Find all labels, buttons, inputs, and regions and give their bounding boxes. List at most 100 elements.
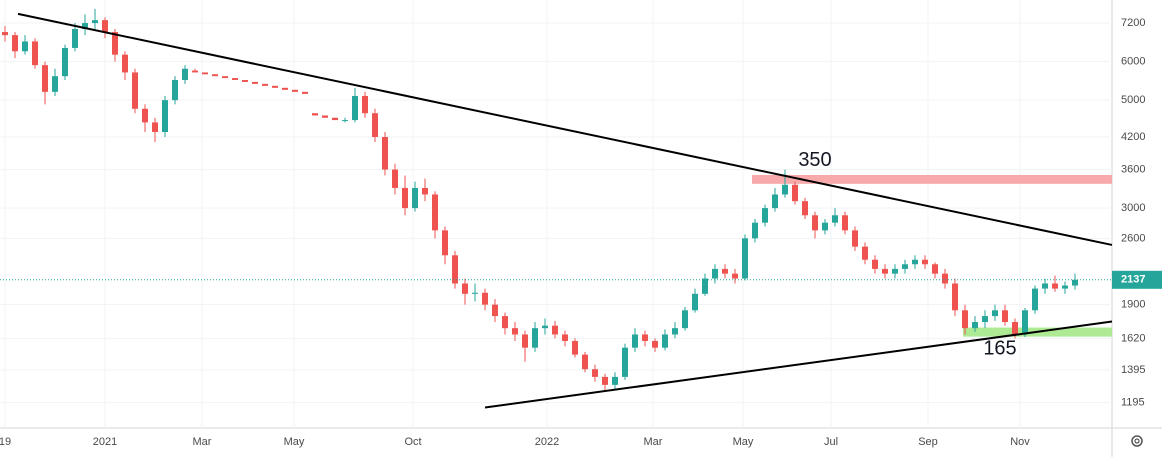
candle-body	[572, 340, 578, 355]
candle-body	[242, 79, 248, 82]
candle-body	[362, 95, 368, 114]
candle-body	[192, 70, 198, 73]
candle-body	[982, 316, 988, 323]
candle-body	[1062, 285, 1068, 289]
candle-body	[962, 310, 968, 329]
y-tick-label: 3000	[1121, 202, 1145, 214]
candle-body	[782, 184, 788, 195]
annotation: 350	[798, 149, 831, 171]
x-tick-label: May	[733, 436, 754, 448]
candle-body	[152, 122, 158, 133]
candle-body	[972, 322, 978, 329]
candle-body	[942, 273, 948, 284]
candle-body	[612, 376, 618, 385]
candle-body	[282, 87, 288, 90]
candle-body	[292, 89, 298, 92]
candle-body	[902, 264, 908, 269]
candle-body	[632, 334, 638, 348]
candle-body	[1022, 310, 1028, 335]
candle-body	[822, 222, 828, 231]
candles-layer	[2, 8, 1078, 392]
x-tick-label: 19	[0, 436, 11, 448]
candle-body	[252, 81, 258, 84]
candle-body	[692, 293, 698, 311]
y-tick-label: 6000	[1121, 56, 1145, 68]
candle-body	[322, 115, 328, 118]
candle-body	[402, 187, 408, 209]
settings-icon[interactable]	[1131, 435, 1143, 447]
candle-body	[372, 113, 378, 137]
candle-body	[1002, 310, 1008, 323]
candle-body	[2, 32, 8, 36]
candle-body	[722, 268, 728, 274]
candle-body	[182, 68, 188, 80]
candle-body	[842, 215, 848, 231]
x-tick-label: Jul	[824, 436, 838, 448]
candle-body	[602, 376, 608, 385]
candle-body	[522, 334, 528, 348]
candle-body	[92, 20, 98, 24]
candle-body	[492, 304, 498, 317]
gear	[1131, 435, 1143, 447]
candle-body	[952, 283, 958, 311]
candle-body	[172, 79, 178, 101]
candle-body	[22, 41, 28, 52]
x-tick-label: Oct	[404, 436, 421, 448]
candle-body	[452, 255, 458, 284]
candle-body	[792, 184, 798, 202]
candle-body	[652, 340, 658, 348]
candle-body	[102, 20, 108, 33]
candle-body	[932, 264, 938, 274]
candle-body	[262, 83, 268, 86]
candle-body	[62, 47, 68, 77]
x-tick-label: Mar	[193, 436, 212, 448]
candle-body	[682, 310, 688, 329]
candle-body	[662, 334, 668, 348]
candle-body	[712, 268, 718, 279]
candle-body	[382, 136, 388, 170]
candle-body	[742, 238, 748, 279]
candle-body	[82, 23, 88, 30]
candle-body	[472, 292, 478, 294]
x-tick-label: Sep	[918, 436, 938, 448]
candle-body	[732, 273, 738, 279]
candle-body	[42, 65, 48, 92]
candle-body	[762, 208, 768, 223]
candle-body	[582, 354, 588, 370]
candle-body	[312, 113, 318, 116]
candle-body	[592, 369, 598, 377]
candle-body	[212, 74, 218, 77]
candle-body	[342, 120, 348, 122]
x-tick-label: 2021	[93, 436, 117, 448]
candle-body	[352, 95, 358, 121]
candle-body	[232, 78, 238, 80]
candle-body	[882, 268, 888, 274]
candle-body	[852, 230, 858, 247]
candle-body	[832, 215, 838, 223]
lines-layer	[0, 12, 1113, 409]
trendline	[484, 320, 1113, 409]
candle-body	[432, 194, 438, 231]
candle-body	[132, 72, 138, 109]
candle-body	[812, 215, 818, 231]
candle-body	[912, 259, 918, 265]
candle-body	[162, 100, 168, 133]
x-tick-label: 2022	[535, 436, 559, 448]
candle-body	[1042, 283, 1048, 289]
y-tick-label: 1195	[1121, 397, 1145, 409]
candle-body	[142, 108, 148, 123]
candle-body	[392, 169, 398, 188]
candle-body	[892, 268, 898, 274]
y-tick-label: 3600	[1121, 163, 1145, 175]
x-tick-label: Mar	[644, 436, 663, 448]
last-price-label: 2137	[1121, 274, 1145, 286]
candle-body	[642, 334, 648, 341]
trendline	[17, 12, 1113, 246]
candle-body	[502, 316, 508, 329]
candle-body	[1052, 283, 1058, 289]
candle-body	[422, 187, 428, 195]
y-tick-label: 4200	[1121, 131, 1145, 143]
candle-body	[1072, 279, 1078, 286]
